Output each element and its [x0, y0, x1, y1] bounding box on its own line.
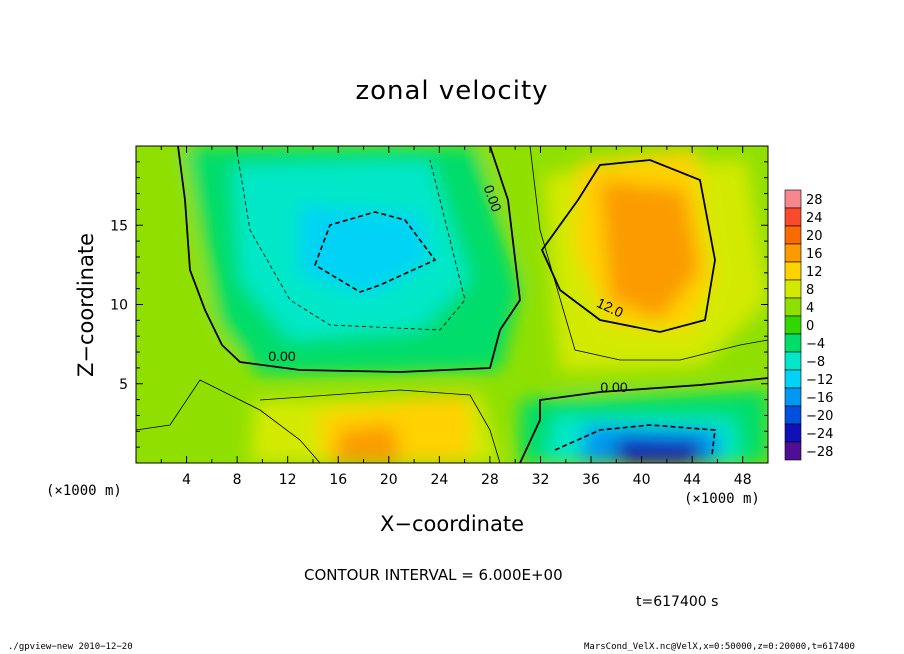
x-tick-label: 20 — [380, 472, 398, 488]
colorbar-cell — [784, 225, 802, 245]
field-region-negative-core — [300, 205, 430, 295]
contour-six-right — [529, 146, 768, 361]
x-tick-label: 44 — [683, 472, 701, 488]
field-region-bottom-right-core — [615, 438, 700, 463]
velocity-field — [136, 146, 768, 463]
contour-negative-upper — [314, 211, 437, 293]
contour-twelve — [540, 159, 716, 333]
x-tick-label: 16 — [329, 472, 347, 488]
colorbar-label: −4 — [806, 337, 825, 352]
x-tick-label: 12 — [279, 472, 297, 488]
colorbar: 28 24 20 16 12 8 4 0 −4 −8 −12 −16 −20 −24 −28 — [784, 189, 833, 461]
x-tick-label: 40 — [633, 472, 651, 488]
contour-zero-right — [519, 377, 768, 463]
field-region-positive-core — [600, 180, 700, 320]
contour-minus-six — [235, 146, 466, 331]
x-tick-label: 48 — [734, 472, 752, 488]
colorbar-label: −28 — [806, 445, 833, 460]
contour-zero-left — [177, 146, 521, 373]
colorbar-cell — [784, 297, 802, 317]
colorbar-label: −12 — [806, 373, 833, 388]
x-unit-label-right: (×1000 m) — [684, 491, 760, 507]
colorbar-cell — [784, 423, 802, 443]
colorbar-label: −24 — [806, 427, 833, 442]
colorbar-label: 0 — [806, 319, 814, 334]
colorbar-cell — [784, 441, 802, 461]
x-axis-label: X−coordinate — [380, 512, 524, 536]
x-tick-label: 24 — [430, 472, 448, 488]
x-tick-label: 8 — [233, 472, 242, 488]
y-tick-label: 15 — [110, 218, 128, 234]
x-tick-label: 32 — [532, 472, 550, 488]
colorbar-cell — [784, 189, 802, 209]
contour-six-bottom-middle — [259, 389, 501, 463]
x-tick-label: 28 — [481, 472, 499, 488]
contour-interval-note: CONTOUR INTERVAL = 6.000E+00 — [304, 566, 563, 584]
footer-left: ./gpview−new 2010−12−20 — [8, 642, 133, 652]
colorbar-cell — [784, 243, 802, 263]
x-tick-label: 4 — [182, 472, 191, 488]
chart-title: zonal velocity — [355, 76, 549, 106]
y-tick-label: 10 — [110, 298, 128, 314]
field-region-bottom-orange — [335, 425, 400, 463]
contour-label: 0.00 — [268, 348, 295, 364]
contour-six-left-bottom — [136, 379, 321, 463]
colorbar-label: 28 — [806, 193, 823, 208]
colorbar-label: 12 — [806, 265, 823, 280]
colorbar-label: 4 — [806, 301, 814, 316]
colorbar-cell — [784, 351, 802, 371]
colorbar-label: −16 — [806, 391, 833, 406]
colorbar-cell — [784, 405, 802, 425]
contour-label: 0.00 — [600, 379, 627, 395]
y-tick-label: 5 — [119, 377, 128, 393]
colorbar-label: 20 — [806, 229, 823, 244]
contour-negative-lower — [554, 424, 716, 456]
colorbar-cell — [784, 261, 802, 281]
x-unit-label-left: (×1000 m) — [46, 483, 122, 499]
footer-right: MarsCond_VelX.nc@VelX,x=0:50000,z=0:2000… — [584, 642, 855, 652]
colorbar-cell — [784, 333, 802, 353]
colorbar-label: 16 — [806, 247, 823, 262]
colorbar-label: −20 — [806, 409, 833, 424]
y-axis-label: Z−coordinate — [74, 233, 98, 377]
x-tick-label: 36 — [582, 472, 600, 488]
colorbar-label: −8 — [806, 355, 825, 370]
time-stamp: t=617400 s — [636, 594, 719, 610]
colorbar-cell — [784, 387, 802, 407]
colorbar-label: 24 — [806, 211, 823, 226]
colorbar-label: 8 — [806, 283, 814, 298]
colorbar-cell — [784, 315, 802, 335]
colorbar-cell — [784, 207, 802, 227]
colorbar-cell — [784, 369, 802, 389]
field-region-bottom-yellow-2 — [405, 395, 455, 440]
colorbar-cell — [784, 279, 802, 299]
